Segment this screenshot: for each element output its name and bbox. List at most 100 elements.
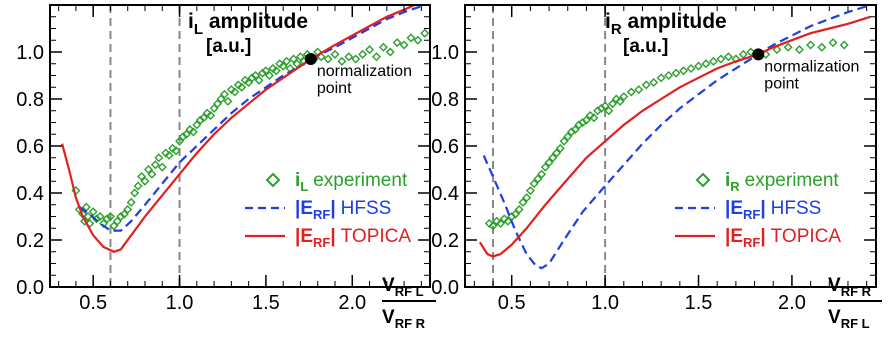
experiment-point — [371, 52, 381, 62]
experiment-point — [126, 197, 136, 207]
experiment-point — [563, 132, 573, 142]
x-axis-label-numerator: VRF L — [382, 275, 424, 299]
plot-area — [61, 5, 430, 253]
experiment-point — [199, 113, 209, 123]
experiment-point — [694, 61, 704, 71]
x-tick-label: 1.5 — [252, 292, 280, 314]
experiment-point — [738, 49, 748, 59]
experiment-point — [723, 52, 733, 62]
experiment-point — [161, 148, 171, 158]
experiment-point — [537, 169, 547, 179]
experiment-point — [600, 101, 610, 111]
experiment-point — [181, 129, 191, 139]
experiment-point — [772, 45, 782, 55]
y-tick-label: 0.6 — [16, 136, 44, 158]
experiment-point — [168, 143, 178, 153]
experiment-point — [510, 209, 520, 219]
experiment-point — [244, 78, 254, 88]
y-tick-label: 0.2 — [16, 230, 44, 252]
experiment-point — [140, 176, 150, 186]
legend-diamond-icon — [265, 172, 281, 188]
experiment-point — [251, 71, 261, 80]
experiment-point — [323, 54, 333, 64]
y-tick-label: 0.0 — [431, 277, 459, 299]
experiment-point — [226, 85, 236, 95]
x-tick-label: 1.0 — [166, 292, 194, 314]
topica-curve — [61, 5, 418, 253]
experiment-point — [105, 212, 115, 221]
experiment-point — [828, 38, 838, 48]
experiment-point — [522, 193, 532, 203]
experiment-point — [230, 87, 240, 97]
experiment-point — [484, 219, 494, 229]
experiment-point — [817, 42, 827, 52]
experiment-point — [130, 188, 140, 198]
legend-entry-topica: |ERF| TOPICA — [295, 226, 411, 250]
experiment-point — [195, 115, 205, 125]
normalization-label: point — [764, 75, 799, 92]
experiment-point — [289, 54, 299, 64]
experiment-point — [611, 94, 621, 104]
experiment-point — [223, 96, 233, 106]
experiment-point — [109, 221, 119, 231]
experiment-point — [496, 219, 505, 229]
experiment-point — [150, 160, 160, 170]
normalization-point-marker — [304, 53, 317, 66]
experiment-point — [794, 45, 804, 55]
experiment-point — [358, 49, 368, 59]
x-tick-label: 2.0 — [338, 292, 366, 314]
experiment-point — [585, 110, 595, 120]
chart-title: iL amplitude — [188, 10, 308, 38]
plot-area — [478, 5, 871, 270]
experiment-point — [634, 85, 644, 95]
experiment-point — [178, 132, 188, 142]
experiment-point — [708, 56, 718, 66]
experiment-point — [261, 66, 271, 76]
y-tick-label: 0.8 — [16, 89, 44, 111]
experiment-point — [686, 63, 696, 73]
experiment-point — [216, 94, 226, 104]
x-axis-label-denominator: VRF L — [828, 307, 870, 331]
experiment-point — [137, 172, 147, 182]
experiment-point — [157, 162, 167, 172]
experiment-point — [615, 96, 625, 106]
experiment-point — [570, 125, 580, 135]
experiment-point — [95, 212, 105, 221]
experiment-point — [533, 174, 543, 184]
experiment-point — [548, 153, 558, 163]
experiment-point — [589, 113, 599, 123]
experiment-point — [171, 146, 181, 156]
experiment-point — [80, 216, 90, 226]
normalization-label: normalization — [317, 63, 412, 80]
experiment-point — [413, 35, 423, 45]
legend-entry-experiment: iR experiment — [725, 170, 839, 194]
experiment-point — [351, 54, 361, 64]
experiment-point — [392, 38, 402, 48]
experiment-point — [806, 40, 816, 50]
experiment-point — [365, 45, 375, 55]
experiment-point — [488, 221, 498, 231]
y-tick-label: 0.4 — [16, 183, 44, 205]
experiment-point — [240, 75, 250, 85]
experiment-point — [378, 42, 388, 52]
experiment-point — [254, 75, 264, 85]
experiment-point — [503, 216, 513, 226]
y-tick-label: 0.6 — [431, 136, 459, 158]
experiment-point — [518, 197, 528, 207]
experiment-point — [143, 165, 153, 174]
experiment-point — [839, 40, 849, 50]
experiment-point — [282, 56, 292, 66]
x-tick-label: 1.5 — [685, 292, 713, 314]
experiment-point — [514, 204, 524, 214]
experiment-point — [219, 89, 229, 99]
experiment-point — [626, 87, 636, 97]
experiment-point — [337, 56, 347, 66]
experiment-point — [164, 150, 174, 160]
experiment-point — [783, 42, 793, 52]
y-tick-label: 1.0 — [431, 42, 459, 64]
experiment-point — [656, 73, 666, 83]
experiment-point — [213, 99, 223, 109]
normalization-label: point — [317, 80, 352, 97]
experiment-point — [671, 68, 681, 78]
legend-entry-hfss: |ERF| HFSS — [295, 198, 391, 222]
